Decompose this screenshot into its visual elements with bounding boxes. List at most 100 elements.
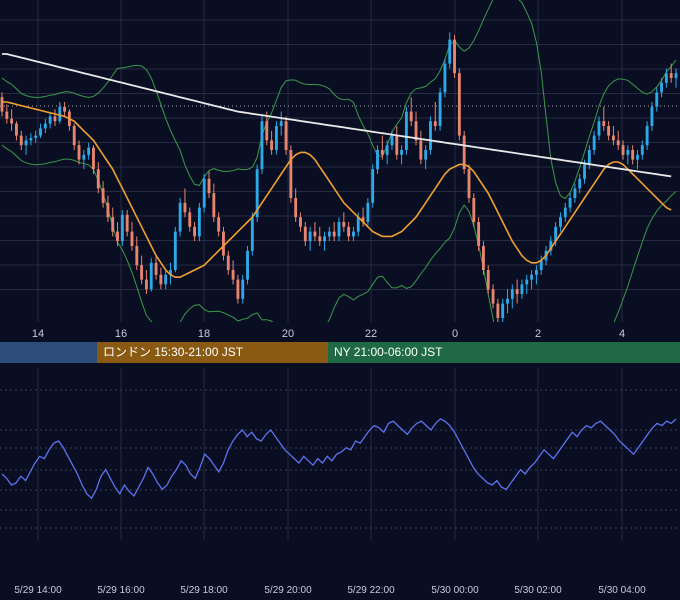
time-axis-label: 20 xyxy=(282,328,294,340)
candle xyxy=(183,188,187,218)
candle xyxy=(419,130,423,165)
oscillator-line xyxy=(1,418,677,500)
candle-body xyxy=(559,217,562,227)
candle xyxy=(303,222,307,246)
candle-body xyxy=(260,121,264,170)
candle xyxy=(5,104,9,124)
candle xyxy=(597,116,601,141)
candle xyxy=(525,274,529,294)
candle xyxy=(573,183,577,203)
candle-body xyxy=(236,279,240,299)
candle-body xyxy=(409,111,413,122)
candle xyxy=(607,121,611,141)
candle xyxy=(395,126,399,160)
candle xyxy=(429,116,432,155)
candle xyxy=(284,116,288,155)
candle xyxy=(274,121,278,155)
candle-body xyxy=(217,217,221,232)
candle xyxy=(549,236,553,256)
candle-body xyxy=(655,92,659,107)
candle-body xyxy=(506,298,509,304)
candle xyxy=(193,222,197,242)
candle xyxy=(592,130,596,155)
candle xyxy=(159,267,163,290)
candle-body xyxy=(453,39,456,74)
candle-body xyxy=(270,140,274,150)
time-axis-label: 14 xyxy=(32,328,44,340)
candle-body xyxy=(72,126,76,146)
candle xyxy=(626,145,630,165)
candle xyxy=(501,298,505,322)
candle xyxy=(82,150,86,170)
date-axis-label: 5/30 04:00 xyxy=(598,585,646,596)
candle xyxy=(366,198,370,227)
candle-body xyxy=(395,135,399,155)
candle-body xyxy=(645,126,649,146)
candle-body xyxy=(631,150,635,160)
candle-body xyxy=(96,169,100,189)
candle-body xyxy=(53,116,57,122)
candle-body xyxy=(554,226,558,242)
candle-body xyxy=(419,140,423,160)
candle xyxy=(149,258,153,292)
candle-body xyxy=(520,284,524,294)
candle xyxy=(140,255,144,285)
candle-body xyxy=(404,111,408,150)
candle-body xyxy=(140,265,144,280)
candle xyxy=(29,133,33,146)
candle-body xyxy=(178,202,182,232)
candle-body xyxy=(549,241,553,251)
candle-body xyxy=(87,147,91,155)
candle xyxy=(24,135,28,155)
candle xyxy=(443,58,447,98)
candle-body xyxy=(169,270,172,275)
candle-body xyxy=(424,150,428,160)
candle-body xyxy=(385,145,389,155)
candle xyxy=(409,97,413,126)
candle-body xyxy=(491,289,495,304)
candle xyxy=(530,270,534,290)
candle xyxy=(308,226,312,251)
candle-body xyxy=(563,207,567,218)
candle xyxy=(563,202,567,222)
candle-body xyxy=(299,217,302,227)
time-axis-label: 4 xyxy=(619,328,625,340)
candle xyxy=(77,140,81,165)
candle xyxy=(327,226,331,242)
candle xyxy=(457,68,461,141)
candle-body xyxy=(15,123,18,136)
candle-body xyxy=(376,150,379,170)
candle-body xyxy=(660,82,663,93)
candle xyxy=(337,217,341,242)
candle xyxy=(640,140,644,160)
candle xyxy=(424,145,428,170)
candle-body xyxy=(10,118,14,124)
candle xyxy=(361,207,365,227)
candle xyxy=(650,102,654,131)
candle xyxy=(173,226,177,273)
candle xyxy=(559,212,562,232)
candle-body xyxy=(231,270,235,280)
candle xyxy=(265,111,269,146)
candle xyxy=(462,130,466,174)
candle-body xyxy=(29,138,33,141)
candle-body xyxy=(5,111,9,119)
candle-body xyxy=(294,198,298,218)
candle-body xyxy=(154,262,158,275)
oscillator-chart[interactable] xyxy=(0,368,680,540)
candle xyxy=(43,118,47,134)
candle-body xyxy=(433,121,437,126)
candle-body xyxy=(414,121,418,141)
candle-body xyxy=(457,73,461,136)
candle xyxy=(568,193,572,213)
price-chart[interactable] xyxy=(0,0,680,322)
session-ny: NY 21:00-06:00 JST xyxy=(328,342,680,363)
candle-body xyxy=(323,236,326,242)
candle xyxy=(477,217,481,251)
candle xyxy=(323,231,326,251)
candle-body xyxy=(486,270,490,290)
candle-body xyxy=(607,126,611,136)
candle xyxy=(289,145,293,203)
candle xyxy=(111,207,115,237)
candle-body xyxy=(467,169,471,198)
